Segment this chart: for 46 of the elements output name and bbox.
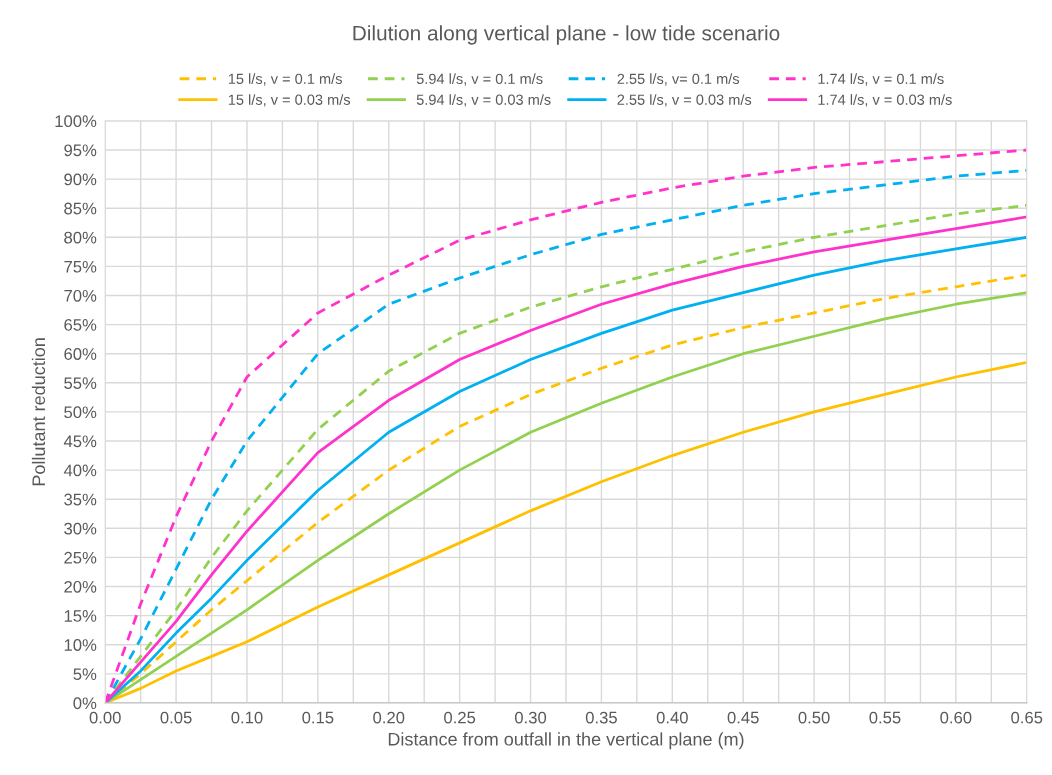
- y-tick-label: 25%: [64, 551, 97, 564]
- y-tick-label: 15%: [64, 610, 97, 622]
- y-tick-label: 80%: [64, 231, 97, 244]
- x-tick-label: 0.00: [89, 711, 121, 724]
- y-tick-label: 0%: [73, 697, 97, 710]
- y-tick-label: 50%: [64, 406, 97, 419]
- y-tick-label: 5%: [73, 668, 97, 681]
- chart-title: Dilution along vertical plane - low tide scenario: [353, 25, 780, 45]
- legend-label: 15 l/s, v = 0.03 m/s: [228, 94, 351, 107]
- x-tick-label: 0.60: [940, 711, 972, 724]
- y-tick-label: 45%: [63, 435, 97, 448]
- y-tick-label: 95%: [64, 144, 97, 157]
- x-tick-label: 0.65: [1011, 711, 1043, 724]
- legend-label: 1.74 l/s, v = 0.03 m/s: [818, 94, 952, 107]
- x-tick-label: 0.25: [444, 711, 476, 724]
- legend-label: 1.74 l/s, v = 0.1 m/s: [818, 73, 944, 86]
- y-axis-title: Pollutant reduction: [31, 338, 46, 486]
- y-tick-label: 35%: [64, 493, 97, 506]
- x-tick-label: 0.35: [585, 711, 617, 724]
- y-tick-label: 85%: [64, 202, 97, 215]
- legend-label: 5.94 l/s, v = 0.1 m/s: [416, 73, 543, 86]
- y-tick-label: 55%: [64, 377, 97, 390]
- y-tick-label: 30%: [64, 522, 97, 535]
- x-tick-label: 0.15: [302, 711, 334, 724]
- x-tick-label: 0.50: [798, 711, 830, 724]
- y-tick-label: 75%: [64, 260, 97, 273]
- legend-label: 2.55 l/s, v = 0.03 m/s: [617, 94, 752, 107]
- y-tick-label: 70%: [64, 289, 97, 302]
- x-tick-label: 0.05: [160, 711, 192, 724]
- y-tick-label: 10%: [64, 639, 97, 651]
- x-axis-title: Distance from outfall in the vertical plane (m): [388, 732, 744, 750]
- x-tick-label: 0.45: [727, 711, 759, 724]
- y-tick-label: 100%: [55, 115, 97, 128]
- x-tick-label: 0.20: [373, 711, 405, 724]
- x-tick-label: 0.40: [656, 711, 688, 724]
- legend-label: 5.94 l/s, v = 0.03 m/s: [416, 94, 551, 107]
- legend-label: 2.55 l/s, v= 0.1 m/s: [617, 73, 740, 86]
- x-tick-label: 0.55: [869, 711, 901, 724]
- y-tick-label: 20%: [64, 580, 97, 593]
- y-tick-label: 60%: [64, 348, 97, 360]
- x-tick-label: 0.10: [231, 711, 263, 724]
- x-tick-label: 0.30: [514, 711, 547, 724]
- y-tick-label: 90%: [64, 173, 97, 186]
- y-tick-label: 40%: [63, 464, 97, 477]
- y-tick-label: 65%: [64, 319, 97, 331]
- legend-label: 15 l/s, v = 0.1 m/s: [228, 73, 342, 86]
